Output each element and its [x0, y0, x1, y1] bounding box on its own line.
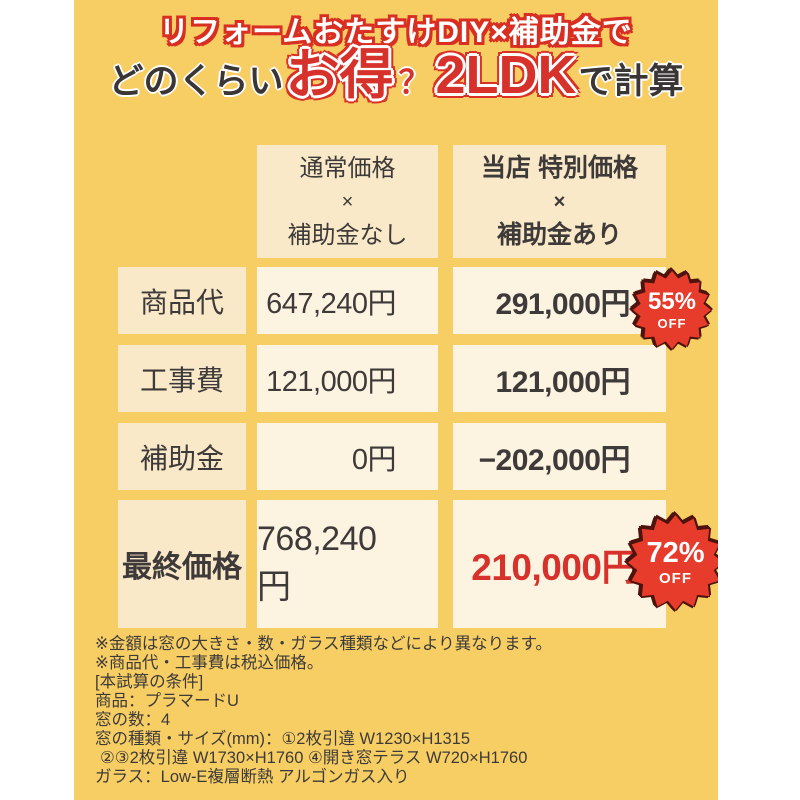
promo-poster: リフォームおたすけDIY×補助金で どのくらい お得 ？ 2LDK で計算 通常…	[74, 0, 718, 800]
footnote-line: 商品：プラマードU	[95, 692, 239, 710]
title-question-mark: ？	[398, 64, 431, 100]
title-highlight-2ldk: 2LDK	[435, 45, 577, 105]
footnote-line: ガラス：Low-E複層断熱 アルゴンガス入り	[95, 768, 410, 786]
product-cost-special: 291,000円	[453, 267, 666, 334]
discount-badge-72-off: 72% OFF	[628, 515, 718, 610]
footnotes: ※金額は窓の大きさ・数・ガラス種類などにより異なります。 ※商品代・工事費は税込…	[95, 635, 705, 787]
footnote-line: ②③2枚引違 W1730×H1760 ④開き窓テラス W720×H1760	[100, 749, 528, 767]
footnote-line: 窓の数：4	[95, 711, 171, 729]
title-prefix: どのくらい	[108, 62, 284, 101]
header-normal-line2: 補助金なし	[287, 221, 408, 249]
row-label-subsidy: 補助金	[118, 423, 246, 490]
product-cost-normal: 647,240円	[257, 267, 438, 334]
row-label-final-price: 最終価格	[118, 500, 246, 628]
title-suffix: で計算	[578, 62, 684, 101]
header-special-times: ×	[553, 190, 566, 213]
subsidy-normal: 0円	[257, 423, 438, 490]
column-header-normal-price: 通常価格 × 補助金なし	[257, 145, 438, 258]
header-normal-times: ×	[341, 190, 354, 213]
header-normal-line1: 通常価格	[299, 154, 396, 182]
row-label-product-cost: 商品代	[118, 267, 246, 334]
poster-title-top: リフォームおたすけDIY×補助金で	[159, 16, 633, 49]
footnote-line: ※商品代・工事費は税込価格。	[95, 654, 324, 672]
badge-percent: 72%	[646, 537, 705, 569]
title-highlight-otoku: お得	[285, 45, 394, 105]
column-header-special-price: 当店 特別価格 × 補助金あり	[453, 145, 666, 258]
final-price-normal: 768,240円	[257, 500, 438, 628]
footnote-line: ※金額は窓の大きさ・数・ガラス種類などにより異なります。	[95, 635, 553, 653]
construction-fee-normal: 121,000円	[257, 345, 438, 412]
discount-badge-55-off: 55% OFF	[633, 271, 711, 349]
poster-title-main: どのくらい お得 ？ 2LDK で計算	[74, 44, 718, 106]
badge-off-label: OFF	[657, 316, 687, 331]
footnote-line: [本試算の条件]	[95, 673, 204, 691]
header-special-line1: 当店 特別価格	[481, 153, 638, 182]
starburst-icon: 72% OFF	[628, 515, 718, 610]
header-special-line2: 補助金あり	[496, 220, 622, 249]
subsidy-special: −202,000円	[453, 423, 666, 490]
construction-fee-special: 121,000円	[453, 345, 666, 412]
row-label-construction-fee: 工事費	[118, 345, 246, 412]
starburst-icon: 55% OFF	[633, 271, 711, 349]
footnote-line: 窓の種類・サイズ(mm)：①2枚引違 W1230×H1315	[95, 730, 471, 748]
badge-percent: 55%	[647, 288, 697, 315]
badge-off-label: OFF	[659, 570, 692, 587]
